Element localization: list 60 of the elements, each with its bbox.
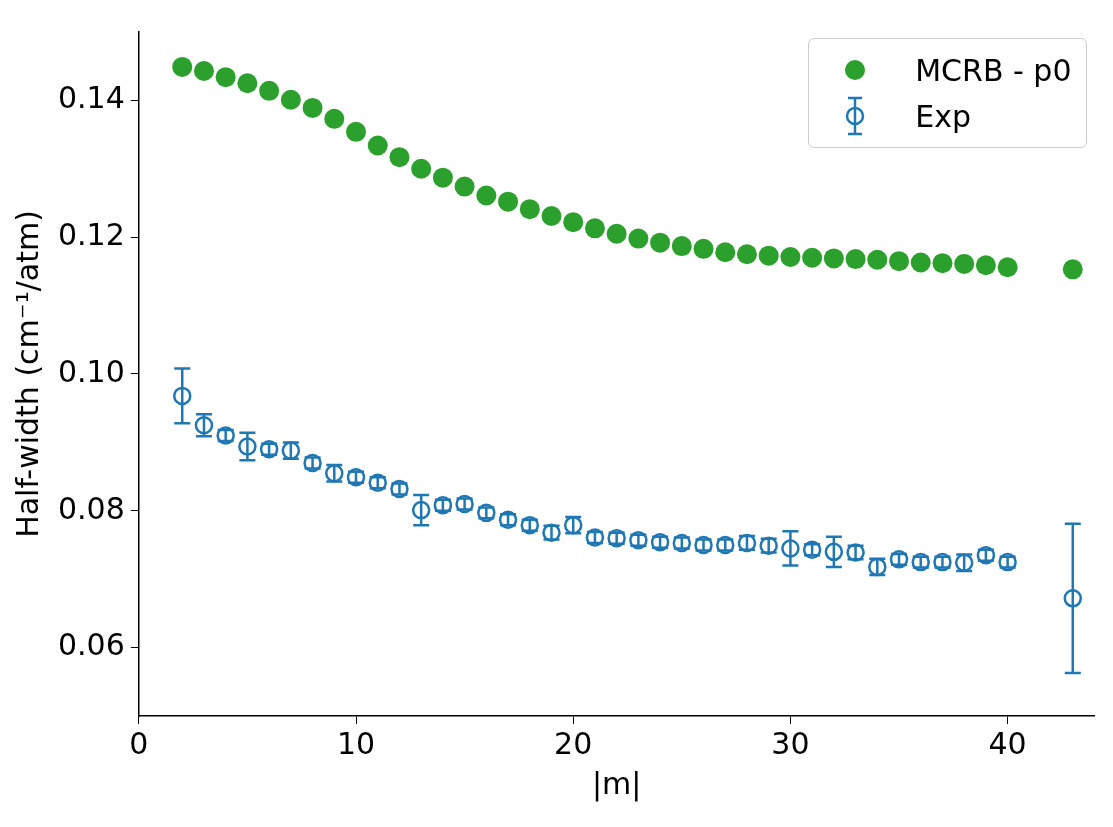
point: [454, 176, 475, 197]
x-tick-label: 30: [771, 725, 810, 761]
point: [172, 386, 192, 406]
point: [997, 257, 1018, 278]
point: [476, 185, 497, 206]
point: [780, 247, 801, 268]
x-tick-label: 40: [988, 725, 1027, 761]
point: [823, 248, 844, 269]
point: [954, 253, 975, 274]
y-tick-label: 0.10: [58, 353, 125, 389]
point: [280, 89, 301, 110]
point: [736, 244, 757, 265]
point: [584, 218, 605, 239]
point: [606, 223, 627, 244]
point: [628, 228, 649, 249]
point: [781, 539, 800, 558]
point: [802, 247, 823, 268]
point: [824, 542, 844, 562]
point: [867, 249, 888, 270]
point: [1063, 589, 1083, 608]
y-axis-title: Half-width (cm⁻¹/atm): [9, 210, 45, 538]
point: [693, 238, 714, 259]
point: [1062, 259, 1083, 280]
point: [215, 67, 236, 88]
point: [910, 252, 931, 273]
point: [367, 135, 388, 156]
x-tick-label: 10: [336, 725, 376, 761]
point: [975, 255, 996, 276]
point: [237, 73, 258, 94]
point: [389, 147, 410, 168]
point: [172, 56, 193, 77]
legend-label: Exp: [915, 98, 971, 134]
y-tick-label: 0.06: [58, 627, 125, 663]
point: [193, 60, 214, 81]
y-tick-label: 0.12: [58, 217, 125, 252]
x-axis-title: |m|: [591, 765, 642, 802]
point: [563, 212, 584, 233]
x-tick-label: 20: [554, 725, 593, 761]
point: [758, 245, 779, 266]
point: [519, 199, 540, 220]
point: [411, 500, 431, 520]
point: [889, 251, 910, 272]
y-tick-label: 0.08: [58, 490, 125, 526]
point: [715, 242, 736, 263]
point: [238, 437, 257, 456]
point: [302, 97, 323, 118]
point: [932, 253, 953, 274]
legend-label: MCRB - p0: [915, 52, 1072, 88]
x-tick-label: 0: [129, 725, 149, 761]
point: [411, 158, 432, 179]
point: [324, 108, 345, 129]
point: [650, 232, 671, 253]
point: [845, 249, 866, 270]
point: [346, 121, 366, 142]
point: [671, 236, 692, 257]
point: [432, 167, 453, 188]
point: [259, 80, 280, 101]
point: [541, 206, 562, 226]
point: [498, 191, 519, 212]
y-tick-label: 0.14: [58, 80, 125, 116]
